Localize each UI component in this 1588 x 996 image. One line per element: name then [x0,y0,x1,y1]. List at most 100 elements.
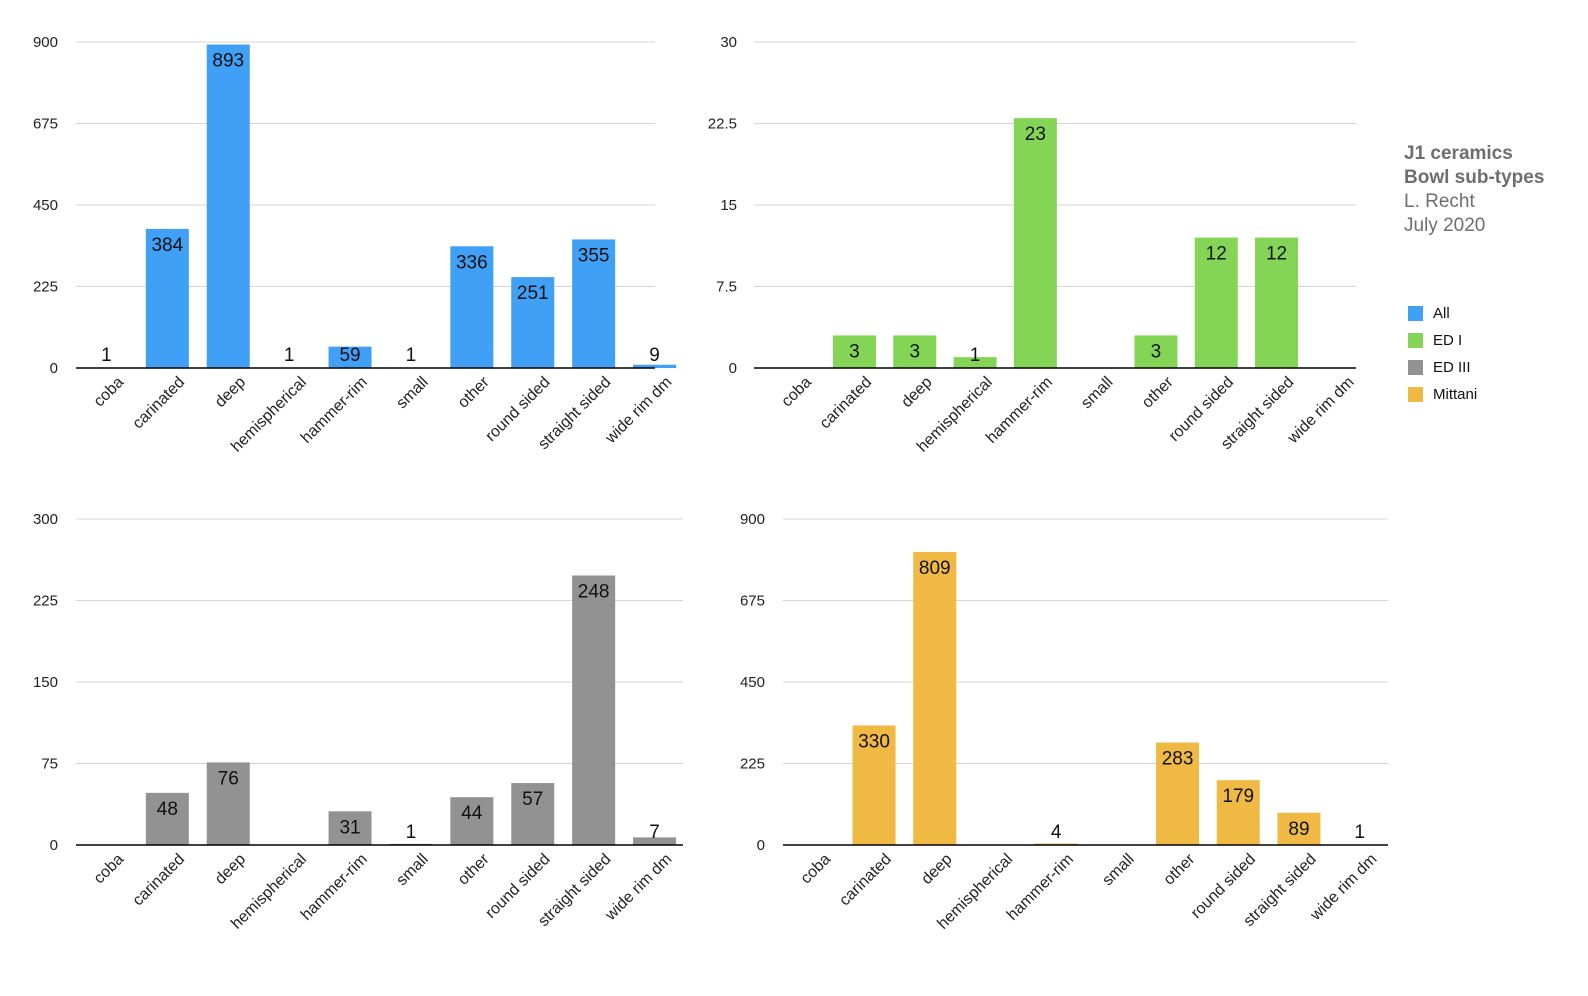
data-label: 330 [858,731,890,752]
legend-item-ed-i: ED I [1404,327,1584,354]
x-tick-label: coba [91,374,128,411]
bar-other [1156,742,1200,845]
y-tick-label: 22.5 [708,116,737,133]
x-tick-label: carinated [130,374,189,433]
y-tick-label: 30 [720,34,737,51]
y-tick-label: 15 [720,197,737,214]
legend-label: ED III [1433,359,1471,376]
data-label: 59 [339,345,360,366]
bar-hammer-rim [328,346,372,368]
bar-straight-sided [572,239,616,368]
bar-round-sided [511,277,555,368]
x-tick-label: deep [898,374,935,411]
data-label: 44 [461,803,483,824]
y-tick-label: 225 [33,593,58,610]
bar-straight-sided [572,575,616,845]
legend-swatch [1408,306,1423,321]
data-label: 89 [1288,819,1309,840]
data-label: 57 [522,789,543,810]
data-label: 248 [578,582,610,603]
y-tick-label: 0 [757,837,765,854]
x-tick-label: deep [212,851,249,888]
data-label: 251 [517,283,549,304]
data-label: 23 [1025,124,1046,145]
data-label: 809 [919,558,951,579]
y-tick-label: 900 [33,34,58,51]
y-tick-label: 0 [729,360,737,377]
x-tick-label: small [393,374,431,412]
data-label: 3 [849,341,860,362]
y-tick-label: 300 [33,511,58,528]
data-label: 336 [456,252,488,273]
bar-deep [206,44,250,369]
data-label: 48 [157,799,178,820]
bar-carinated [145,792,189,845]
legend-label: All [1433,305,1450,322]
bar-wide-rim-dm [633,837,677,845]
bar-deep [893,335,937,368]
data-label: 9 [649,345,660,366]
title-line-2: Bowl sub-types [1404,167,1545,188]
data-label: 4 [1051,822,1062,843]
data-label: 12 [1206,244,1227,265]
x-tick-label: small [1099,851,1137,889]
data-label: 179 [1222,786,1254,807]
title-line-1: J1 ceramics [1404,143,1513,164]
x-tick-label: deep [212,374,249,411]
data-label: 12 [1266,244,1287,265]
y-tick-label: 150 [33,674,58,691]
bar-round-sided [511,783,555,845]
data-label: 31 [339,817,360,838]
bar-other [450,797,494,845]
bar-deep [913,551,957,845]
data-label: 3 [1151,341,1162,362]
y-tick-label: 7.5 [716,279,737,296]
legend-item-mittani: Mittani [1404,381,1584,408]
bar-hemispherical [953,357,997,368]
x-tick-label: small [393,851,431,889]
y-tick-label: 75 [41,756,58,773]
x-tick-label: carinated [130,851,189,910]
data-label: 1 [101,345,112,366]
x-tick-label: coba [91,851,128,888]
data-label: 1 [406,822,417,843]
x-tick-label: coba [778,374,815,411]
data-label: 3 [909,341,920,362]
chart-title-block: J1 ceramics Bowl sub-types L. Recht July… [1404,142,1584,238]
data-label: 7 [649,822,660,843]
legend-item-ed-iii: ED III [1404,354,1584,381]
data-label: 1 [1354,822,1365,843]
bar-straight-sided [1255,237,1299,368]
y-tick-label: 900 [740,511,765,528]
y-tick-label: 675 [33,116,58,133]
legend-label: ED I [1433,332,1463,349]
bar-other [450,246,494,368]
y-tick-label: 0 [50,360,58,377]
x-tick-label: deep [918,851,955,888]
y-tick-label: 450 [740,674,765,691]
bar-other [1134,335,1178,368]
x-tick-label: other [455,850,493,888]
legend-label: Mittani [1433,386,1478,403]
bar-hammer-rim [1013,118,1057,368]
legend-swatch [1408,360,1423,375]
y-tick-label: 225 [33,279,58,296]
legend-swatch [1408,387,1423,402]
chart-panel-4: 0225450675900coba330carinated809deephemi… [740,511,1388,933]
x-tick-label: other [455,373,493,411]
bar-carinated [832,335,876,368]
bar-straight-sided [1277,812,1321,845]
author-line: L. Recht [1404,191,1475,212]
chart-panel-3: 075150225300coba48carinated76deephemisph… [33,511,683,933]
bar-deep [206,762,250,845]
data-label: 893 [212,51,244,72]
data-label: 384 [151,235,183,256]
x-tick-label: carinated [836,851,895,910]
bar-carinated [852,725,896,845]
data-label: 283 [1162,748,1194,769]
chart-panel-2: 07.51522.530coba3carinated3deep1hemisphe… [708,34,1358,456]
bar-carinated [145,228,189,368]
data-label: 355 [578,245,610,266]
x-tick-label: small [1078,374,1116,412]
